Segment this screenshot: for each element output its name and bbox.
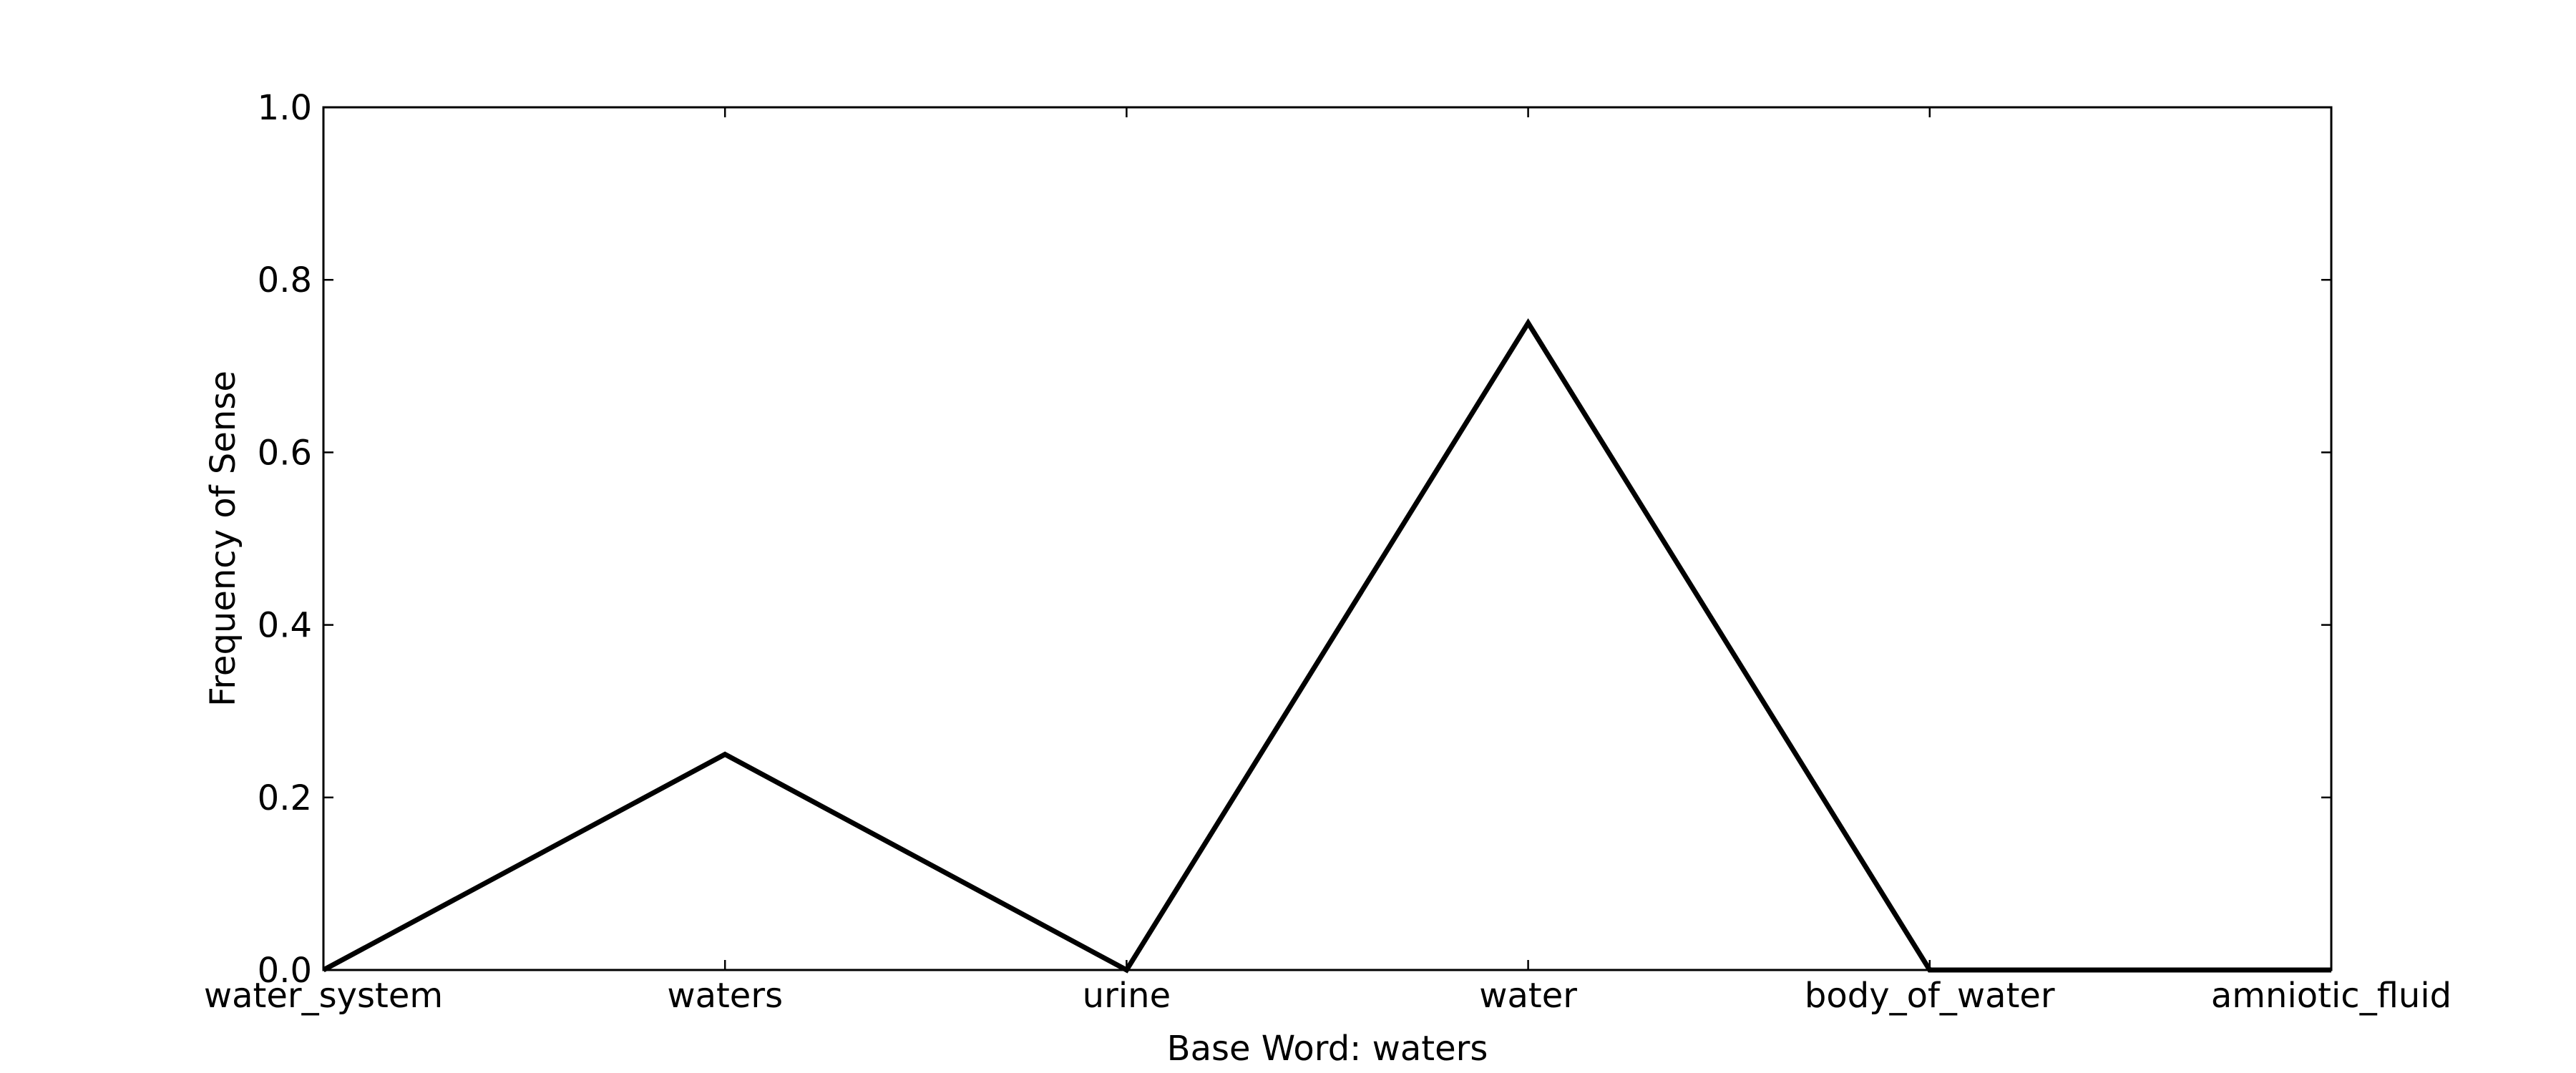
y-tick-label: 0.8 [258, 260, 312, 300]
x-tick-label: urine [1083, 976, 1171, 1016]
series-layer [322, 318, 2331, 974]
y-tick-label: 0.6 [258, 433, 312, 473]
series-line [322, 318, 2331, 974]
x-tick-label: water [1479, 976, 1577, 1016]
x-axis-title: Base Word: waters [1167, 1029, 1488, 1069]
x-tick-label: waters [667, 976, 783, 1016]
plot-frame [322, 106, 2333, 971]
x-tick-label: water_system [204, 976, 443, 1016]
ticks-layer [322, 106, 2333, 971]
y-tick-label: 0.4 [258, 606, 312, 646]
y-tick-label: 0.0 [258, 951, 312, 991]
x-tick-label: body_of_water [1805, 976, 2055, 1016]
x-tick-label: amniotic_fluid [2211, 976, 2451, 1016]
y-axis-title: Frequency of Sense [203, 371, 243, 707]
labels-layer: water_system waters urine water body_of_wate… [204, 88, 2451, 1016]
y-tick-label: 0.2 [258, 778, 312, 818]
y-tick-label: 1.0 [258, 88, 312, 128]
